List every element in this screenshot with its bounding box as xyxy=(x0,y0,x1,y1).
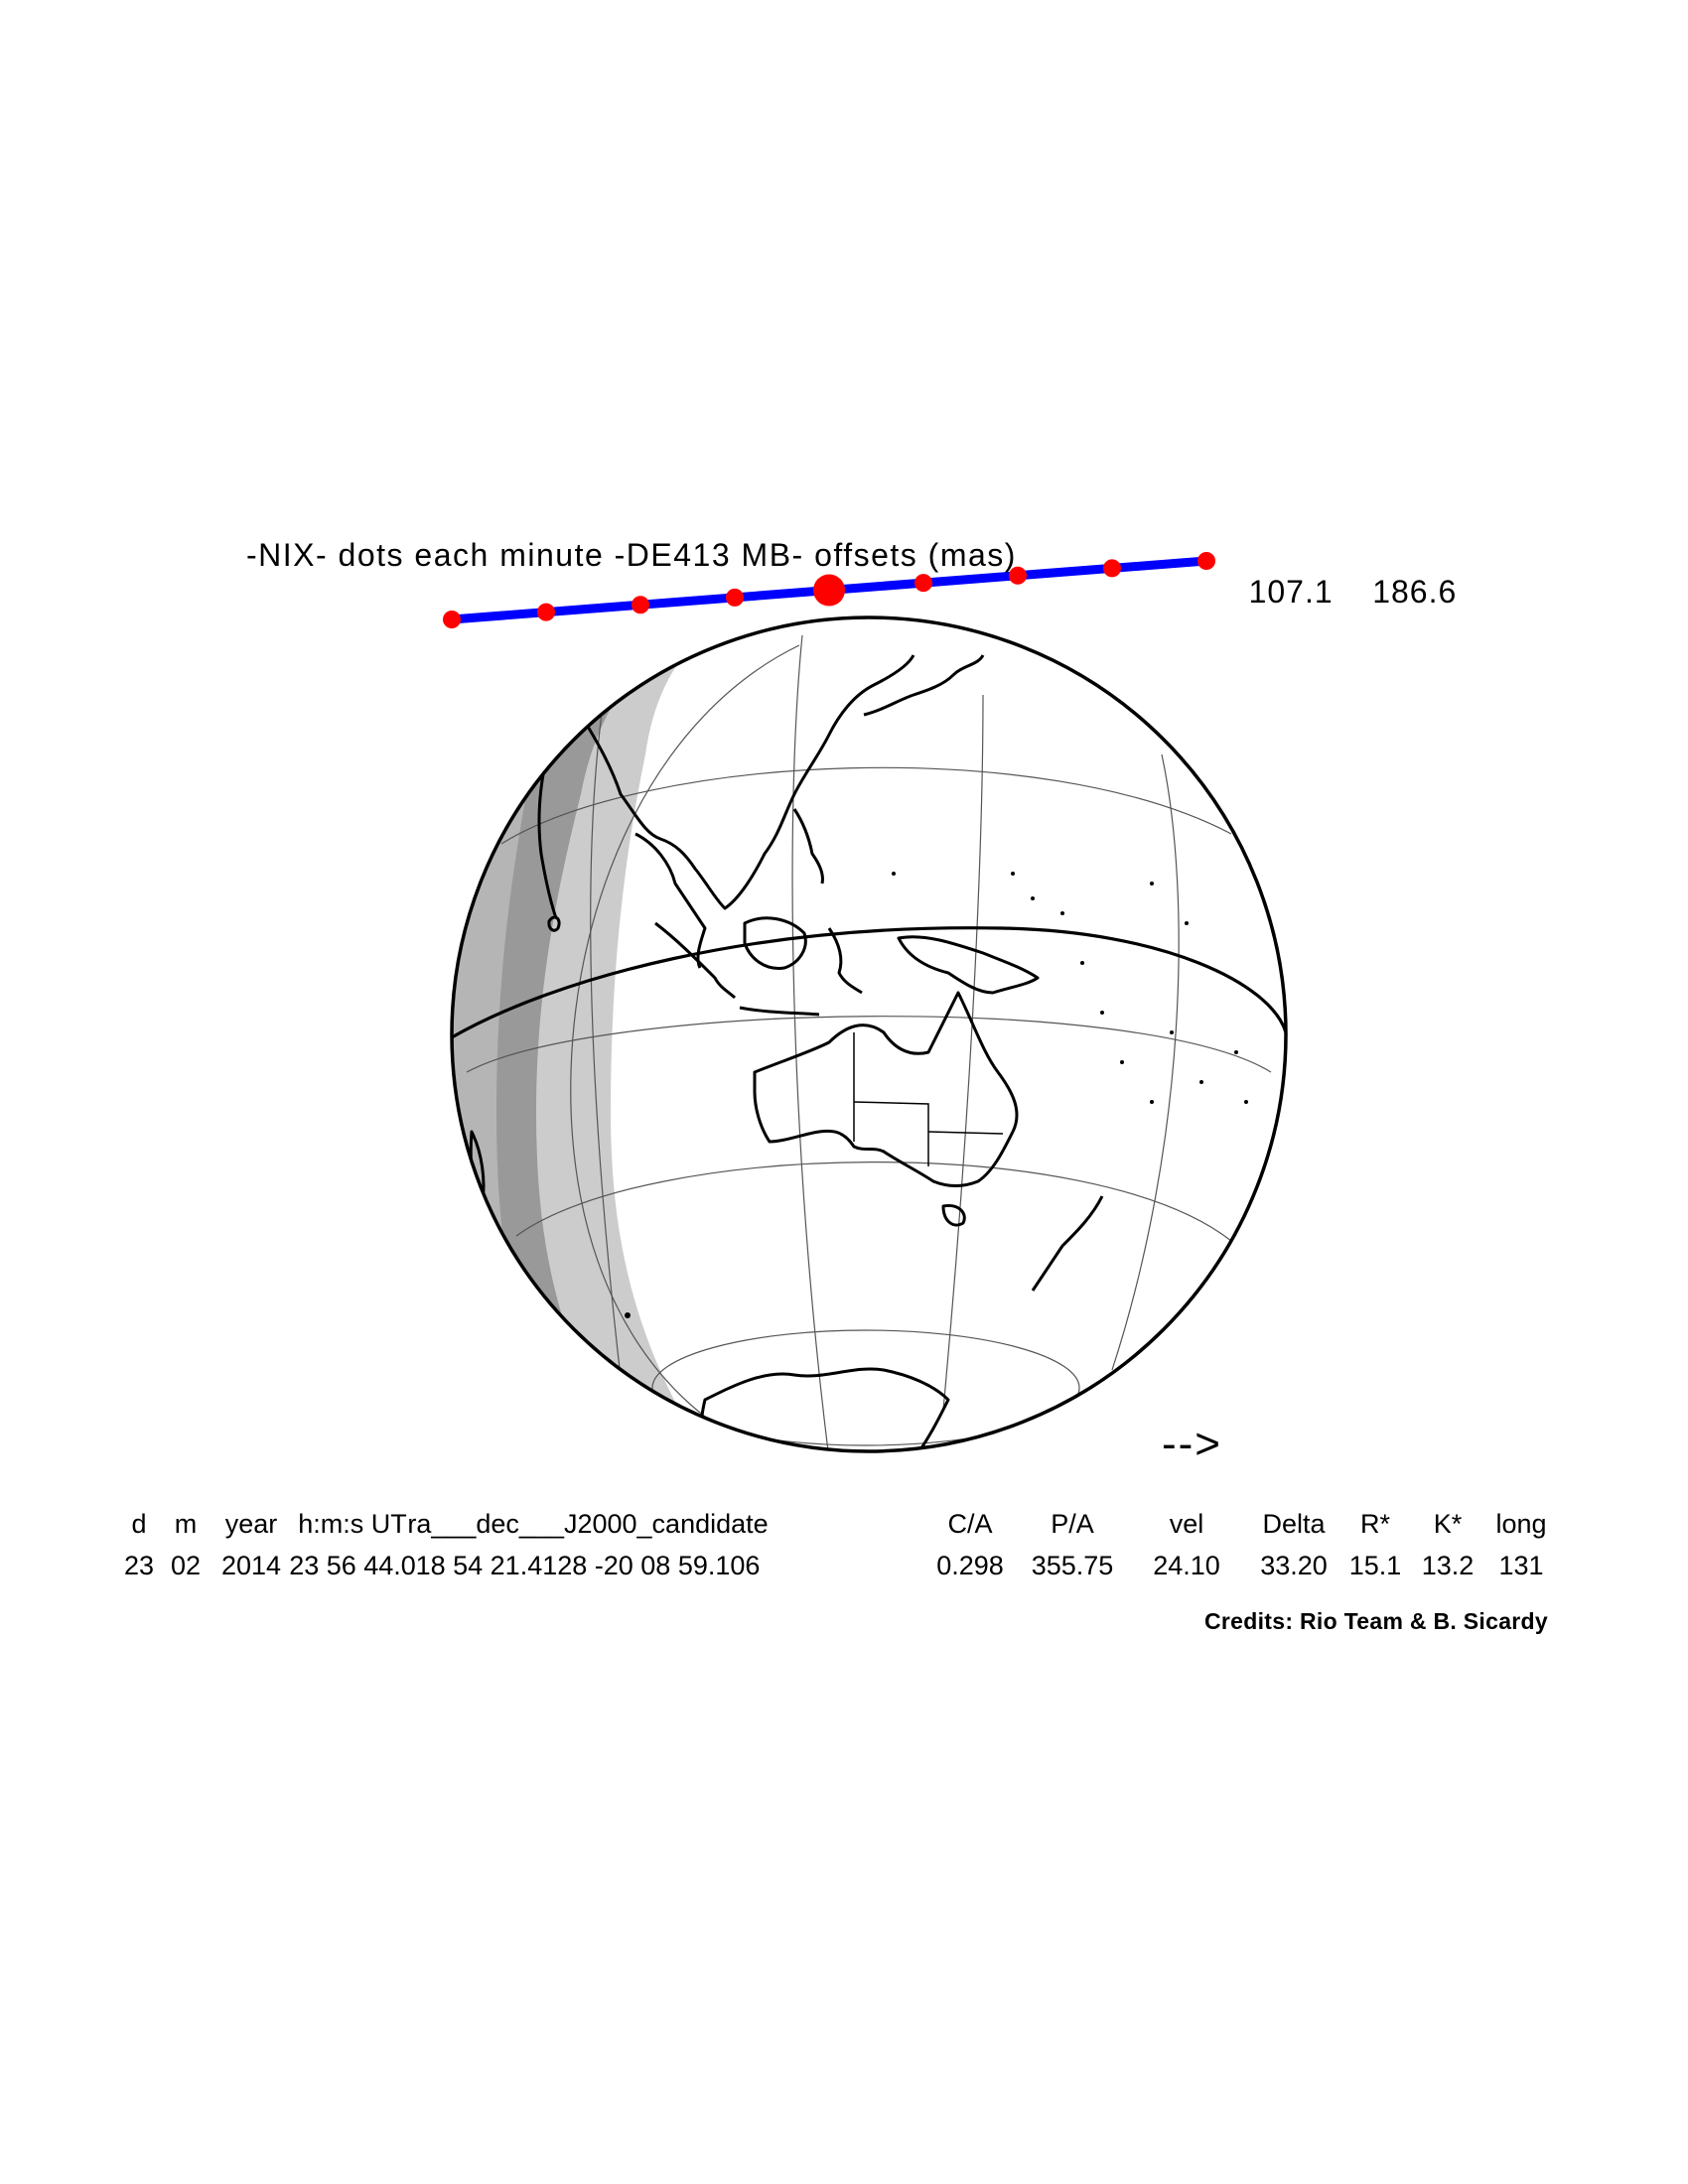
minute-dot xyxy=(1103,559,1121,578)
table-value-6: 355.75 xyxy=(1031,1551,1114,1580)
java xyxy=(739,1006,820,1017)
equator-line xyxy=(451,926,1288,1039)
sumatra xyxy=(654,921,737,1000)
pacific-islands xyxy=(625,872,1248,1318)
philippines xyxy=(792,808,824,885)
table-header-10: K* xyxy=(1433,1509,1463,1539)
table-value-1: 02 xyxy=(170,1551,202,1580)
minute-dot xyxy=(443,611,461,628)
table-header-5: C/A xyxy=(947,1509,993,1539)
table-value-9: 15.1 xyxy=(1348,1551,1402,1580)
table-header-11: long xyxy=(1495,1509,1547,1539)
new-guinea xyxy=(897,935,1040,995)
sri-lanka xyxy=(547,915,561,932)
borneo xyxy=(743,916,807,970)
table-header-4: ra___dec___J2000_candidate xyxy=(407,1509,769,1539)
offsets-values: 107.1 186.6 xyxy=(1209,537,1457,647)
globe-disc xyxy=(452,617,1286,1451)
table-value-3: 23 56 44.0 xyxy=(289,1551,416,1580)
antarctica-coast xyxy=(693,1367,950,1451)
japan-coast xyxy=(863,654,985,717)
offset-x: 107.1 xyxy=(1248,574,1334,610)
minute-dot xyxy=(726,588,744,607)
table-value-11: 131 xyxy=(1498,1551,1544,1580)
minute-dot xyxy=(914,574,932,593)
table-value-8: 33.20 xyxy=(1260,1551,1328,1580)
table-value-5: 0.298 xyxy=(936,1551,1004,1580)
closest-approach-dot xyxy=(813,574,845,607)
asia-coast xyxy=(579,654,915,910)
table-value-10: 13.2 xyxy=(1421,1551,1475,1580)
table-value-2: 2014 xyxy=(220,1551,282,1580)
graticule xyxy=(466,634,1272,1451)
table-header-0: d xyxy=(131,1509,147,1539)
direction-arrow: --> xyxy=(1162,1420,1222,1468)
map-title: -NIX- dots each minute -DE413 MB- offset… xyxy=(246,537,1017,573)
table-value-0: 23 xyxy=(123,1551,155,1580)
new-zealand xyxy=(1031,1195,1104,1292)
table-header-6: P/A xyxy=(1051,1509,1094,1539)
indochina xyxy=(634,832,707,969)
offset-y: 186.6 xyxy=(1372,574,1458,610)
tasmania xyxy=(941,1203,966,1227)
table-value-7: 24.10 xyxy=(1153,1551,1220,1580)
table-header-1: m xyxy=(174,1509,198,1539)
minute-dot xyxy=(1009,566,1027,585)
table-header-3: h:m:s UT xyxy=(298,1509,407,1539)
globe-outline xyxy=(450,615,1288,1453)
table-header-7: vel xyxy=(1169,1509,1204,1539)
table-header-8: Delta xyxy=(1262,1509,1326,1539)
minute-dot xyxy=(632,596,649,614)
state-borders xyxy=(853,1032,1004,1166)
credits: Credits: Rio Team & B. Sicardy xyxy=(1204,1608,1548,1634)
minute-dots xyxy=(443,552,1215,628)
australia-coast xyxy=(753,991,1019,1187)
minute-dot xyxy=(537,603,555,621)
table-value-4: 18 54 21.4128 -20 08 59.106 xyxy=(415,1551,761,1580)
minute-dot xyxy=(1197,552,1215,570)
sulawesi xyxy=(827,927,863,995)
table-header-9: R* xyxy=(1359,1509,1391,1539)
table-header-2: year xyxy=(224,1509,278,1539)
